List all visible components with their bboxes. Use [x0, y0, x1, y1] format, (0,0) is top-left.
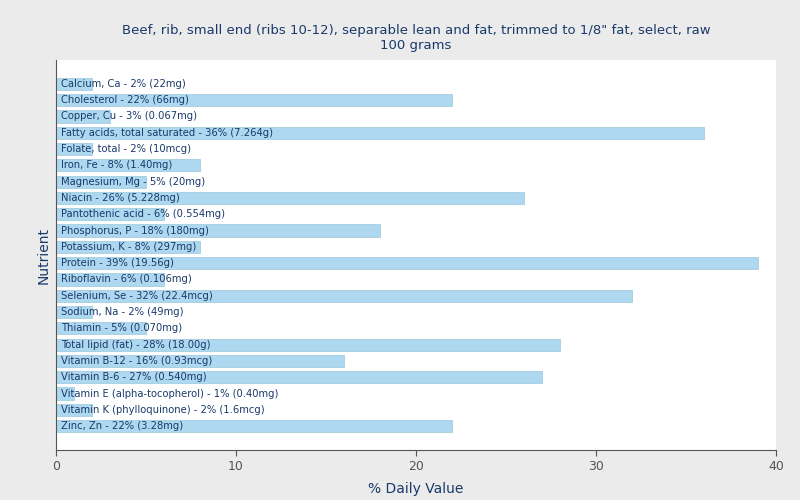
Bar [56, 78, 92, 90]
Text: Selenium, Se - 32% (22.4mcg): Selenium, Se - 32% (22.4mcg) [62, 291, 213, 301]
Text: Phosphorus, P - 18% (180mg): Phosphorus, P - 18% (180mg) [62, 226, 210, 235]
Text: Vitamin E (alpha-tocopherol) - 1% (0.40mg): Vitamin E (alpha-tocopherol) - 1% (0.40m… [62, 388, 278, 398]
Text: Vitamin K (phylloquinone) - 2% (1.6mcg): Vitamin K (phylloquinone) - 2% (1.6mcg) [62, 405, 265, 415]
X-axis label: % Daily Value: % Daily Value [368, 482, 464, 496]
Bar [56, 110, 110, 122]
Text: Vitamin B-6 - 27% (0.540mg): Vitamin B-6 - 27% (0.540mg) [62, 372, 207, 382]
Text: Thiamin - 5% (0.070mg): Thiamin - 5% (0.070mg) [62, 324, 182, 334]
Title: Beef, rib, small end (ribs 10-12), separable lean and fat, trimmed to 1/8" fat, : Beef, rib, small end (ribs 10-12), separ… [122, 24, 710, 52]
Bar [56, 94, 452, 106]
Bar [56, 176, 146, 188]
Bar [56, 338, 560, 351]
Bar [56, 355, 344, 367]
Y-axis label: Nutrient: Nutrient [37, 226, 50, 283]
Text: Potassium, K - 8% (297mg): Potassium, K - 8% (297mg) [62, 242, 197, 252]
Text: Zinc, Zn - 22% (3.28mg): Zinc, Zn - 22% (3.28mg) [62, 421, 183, 431]
Text: Fatty acids, total saturated - 36% (7.264g): Fatty acids, total saturated - 36% (7.26… [62, 128, 274, 138]
Bar [56, 159, 200, 172]
Bar [56, 208, 164, 220]
Text: Copper, Cu - 3% (0.067mg): Copper, Cu - 3% (0.067mg) [62, 112, 198, 122]
Bar [56, 290, 632, 302]
Text: Niacin - 26% (5.228mg): Niacin - 26% (5.228mg) [62, 193, 180, 203]
Text: Protein - 39% (19.56g): Protein - 39% (19.56g) [62, 258, 174, 268]
Bar [56, 306, 92, 318]
Bar [56, 322, 146, 334]
Text: Sodium, Na - 2% (49mg): Sodium, Na - 2% (49mg) [62, 307, 184, 317]
Bar [56, 388, 74, 400]
Bar [56, 143, 92, 155]
Text: Pantothenic acid - 6% (0.554mg): Pantothenic acid - 6% (0.554mg) [62, 209, 226, 219]
Bar [56, 404, 92, 416]
Text: Riboflavin - 6% (0.106mg): Riboflavin - 6% (0.106mg) [62, 274, 192, 284]
Text: Vitamin B-12 - 16% (0.93mcg): Vitamin B-12 - 16% (0.93mcg) [62, 356, 213, 366]
Bar [56, 192, 524, 204]
Text: Magnesium, Mg - 5% (20mg): Magnesium, Mg - 5% (20mg) [62, 176, 206, 186]
Text: Folate, total - 2% (10mcg): Folate, total - 2% (10mcg) [62, 144, 191, 154]
Bar [56, 371, 542, 384]
Bar [56, 257, 758, 270]
Text: Calcium, Ca - 2% (22mg): Calcium, Ca - 2% (22mg) [62, 79, 186, 89]
Text: Iron, Fe - 8% (1.40mg): Iron, Fe - 8% (1.40mg) [62, 160, 173, 170]
Bar [56, 224, 380, 236]
Bar [56, 126, 704, 139]
Bar [56, 240, 200, 253]
Text: Cholesterol - 22% (66mg): Cholesterol - 22% (66mg) [62, 95, 190, 105]
Bar [56, 274, 164, 285]
Text: Total lipid (fat) - 28% (18.00g): Total lipid (fat) - 28% (18.00g) [62, 340, 211, 349]
Bar [56, 420, 452, 432]
